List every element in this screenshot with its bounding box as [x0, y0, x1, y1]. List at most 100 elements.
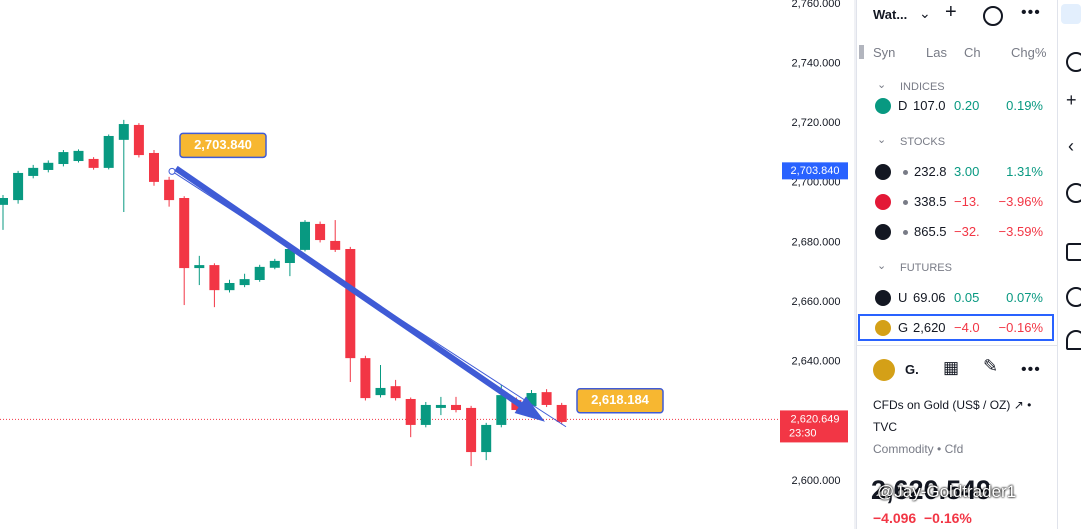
arrow — [174, 165, 545, 422]
symbol-icon — [875, 290, 891, 306]
y-tick-label: 2,700.000 — [792, 177, 841, 189]
row-symbol[interactable]: G — [898, 320, 909, 335]
exchange: TVC — [873, 420, 897, 434]
candle-body — [73, 150, 84, 162]
toolbar-button[interactable] — [1066, 52, 1081, 72]
subcategory-text: Cfd — [944, 442, 964, 456]
candle-body — [481, 424, 492, 453]
status-dot — [903, 170, 908, 175]
symbol-icon — [875, 194, 891, 210]
candle-body — [360, 358, 371, 399]
candle-body — [526, 393, 537, 407]
annotation-label: 2,703.840 — [194, 137, 252, 152]
candle-body — [13, 172, 24, 201]
crosshair-price-box — [782, 162, 848, 180]
change-pct-text: −0.16% — [924, 510, 972, 526]
candle-body — [224, 282, 235, 291]
column-header[interactable]: Ch — [964, 45, 981, 60]
candle-body — [43, 162, 54, 170]
row-last: 232.8 — [914, 164, 947, 179]
edit-icon[interactable]: ✎ — [983, 356, 999, 376]
annotation-box — [179, 132, 267, 159]
anchor-point — [168, 167, 176, 175]
candle-body — [88, 158, 99, 168]
candle-body — [435, 404, 446, 408]
y-tick-label: 2,640.000 — [792, 356, 841, 368]
y-tick-label: 2,600.000 — [792, 475, 841, 487]
row-last: 107.0 — [913, 98, 946, 113]
row-change: 3.00 — [954, 164, 980, 179]
toolbar-button[interactable] — [1066, 287, 1081, 307]
section-title: FUTURES — [900, 262, 952, 274]
toolbar-button[interactable]: ‹ — [1068, 136, 1074, 156]
column-header[interactable]: Las — [926, 45, 947, 60]
toolbar-button[interactable] — [1066, 183, 1081, 203]
description: CFDs on Gold (US$ / OZ) ↗ • — [873, 398, 1032, 412]
more-button[interactable]: ••• — [1021, 361, 1041, 378]
candle-body — [103, 135, 114, 168]
y-tick-label: 2,680.000 — [792, 236, 841, 248]
symbol-icon — [875, 224, 891, 240]
right-toolbar: + ‹ — [1057, 0, 1081, 529]
column-header[interactable]: Chg% — [1011, 45, 1047, 60]
annotation-label: 2,618.184 — [591, 392, 650, 407]
candle-body — [451, 404, 461, 411]
toolbar-button[interactable] — [1066, 330, 1081, 350]
candle-body — [254, 266, 265, 281]
crosshair-price-label: 2,703.840 — [791, 165, 840, 177]
more-button[interactable]: ••• — [1021, 4, 1041, 21]
symbol-icon — [875, 164, 891, 180]
section-chevron: ⌄ — [877, 260, 887, 272]
category-text: Commodity — [873, 442, 934, 456]
candle-body — [269, 260, 280, 268]
row-change-pct: 0.19% — [1006, 98, 1043, 113]
selected-row[interactable] — [858, 314, 1054, 341]
row-last: 338.5 — [914, 194, 947, 209]
watchlist-panel: Wat... ⌄ + ••• G. ▦ ✎ ••• CFDs on Gold (… — [856, 0, 1057, 529]
candle-body — [58, 152, 69, 165]
candle-body — [420, 404, 431, 425]
y-tick-label: 2,660.000 — [792, 296, 841, 308]
row-symbol[interactable]: U — [898, 290, 908, 305]
row-last: 69.06 — [913, 290, 946, 305]
watchlist-title[interactable]: Wat... — [873, 7, 908, 22]
toolbar-button[interactable] — [1066, 243, 1081, 261]
candle-body — [496, 395, 507, 425]
section-title: STOCKS — [900, 136, 946, 148]
row-change: 0.20 — [954, 98, 980, 113]
candle-body — [164, 179, 175, 201]
chevron[interactable]: ⌄ — [919, 5, 931, 21]
row-last: 2,620 — [913, 320, 946, 335]
candle-body — [209, 265, 220, 291]
detail-change: −4.096 −0.16% — [873, 510, 972, 526]
candle-body — [541, 392, 552, 405]
status-dot — [903, 230, 908, 235]
last-price-box — [780, 410, 848, 443]
candle-body — [118, 124, 129, 140]
add-button[interactable]: + — [945, 1, 957, 23]
grid-icon[interactable]: ▦ — [943, 358, 960, 377]
row-change: −4.0 — [954, 320, 980, 335]
scroll-marker — [859, 45, 864, 59]
y-tick-label: 2,760.000 — [792, 0, 841, 10]
row-change: 0.05 — [954, 290, 980, 305]
chart-icon[interactable] — [983, 6, 1003, 26]
candle-body — [0, 198, 8, 205]
row-change-pct: −3.59% — [998, 224, 1043, 239]
toolbar-button[interactable]: + — [1066, 90, 1077, 110]
candle-body — [179, 198, 190, 269]
detail-price: 2,620.549 — [871, 475, 992, 505]
annotation-box — [576, 388, 664, 414]
y-tick-label: 2,740.000 — [792, 57, 841, 69]
candle-body — [405, 398, 416, 425]
detail-symbol[interactable]: G. — [905, 362, 919, 377]
symbol-icon — [875, 98, 891, 114]
section-chevron: ⌄ — [877, 79, 887, 91]
candle-body — [149, 152, 159, 182]
chart: 2,600.0002,620.0002,640.0002,660.0002,68… — [0, 0, 856, 529]
toolbar-button[interactable] — [1061, 4, 1081, 24]
column-header[interactable]: Syn — [873, 45, 896, 60]
row-change-pct: 0.07% — [1006, 290, 1043, 305]
row-symbol[interactable]: D — [898, 98, 908, 113]
